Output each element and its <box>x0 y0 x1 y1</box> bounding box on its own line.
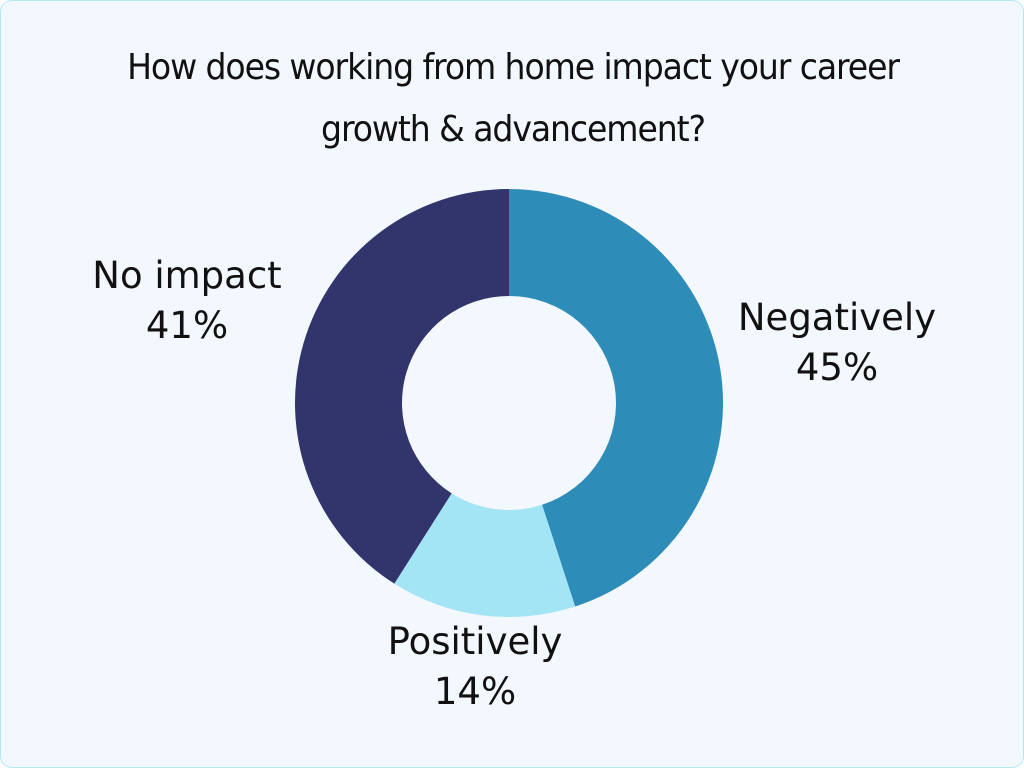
chart-title-line-2: growth & advancement? <box>321 109 706 150</box>
label-negatively: Negatively 45% <box>701 293 973 393</box>
label-no-impact: No impact 41% <box>53 251 321 351</box>
label-positively-name: Positively <box>387 620 563 663</box>
chart-title-line-1: How does working from home impact your c… <box>127 47 900 88</box>
donut-segment-negatively <box>509 189 723 607</box>
label-positively-value: 14% <box>433 670 517 713</box>
label-negatively-name: Negatively <box>737 296 937 339</box>
chart-title: How does working from home impact your c… <box>42 37 984 161</box>
label-positively: Positively 14% <box>341 617 609 717</box>
label-no-impact-value: 41% <box>145 304 229 347</box>
label-no-impact-name: No impact <box>92 254 282 297</box>
donut-segment-positively <box>394 493 576 617</box>
label-negatively-value: 45% <box>795 346 879 389</box>
donut-segment-no-impact <box>295 189 509 584</box>
